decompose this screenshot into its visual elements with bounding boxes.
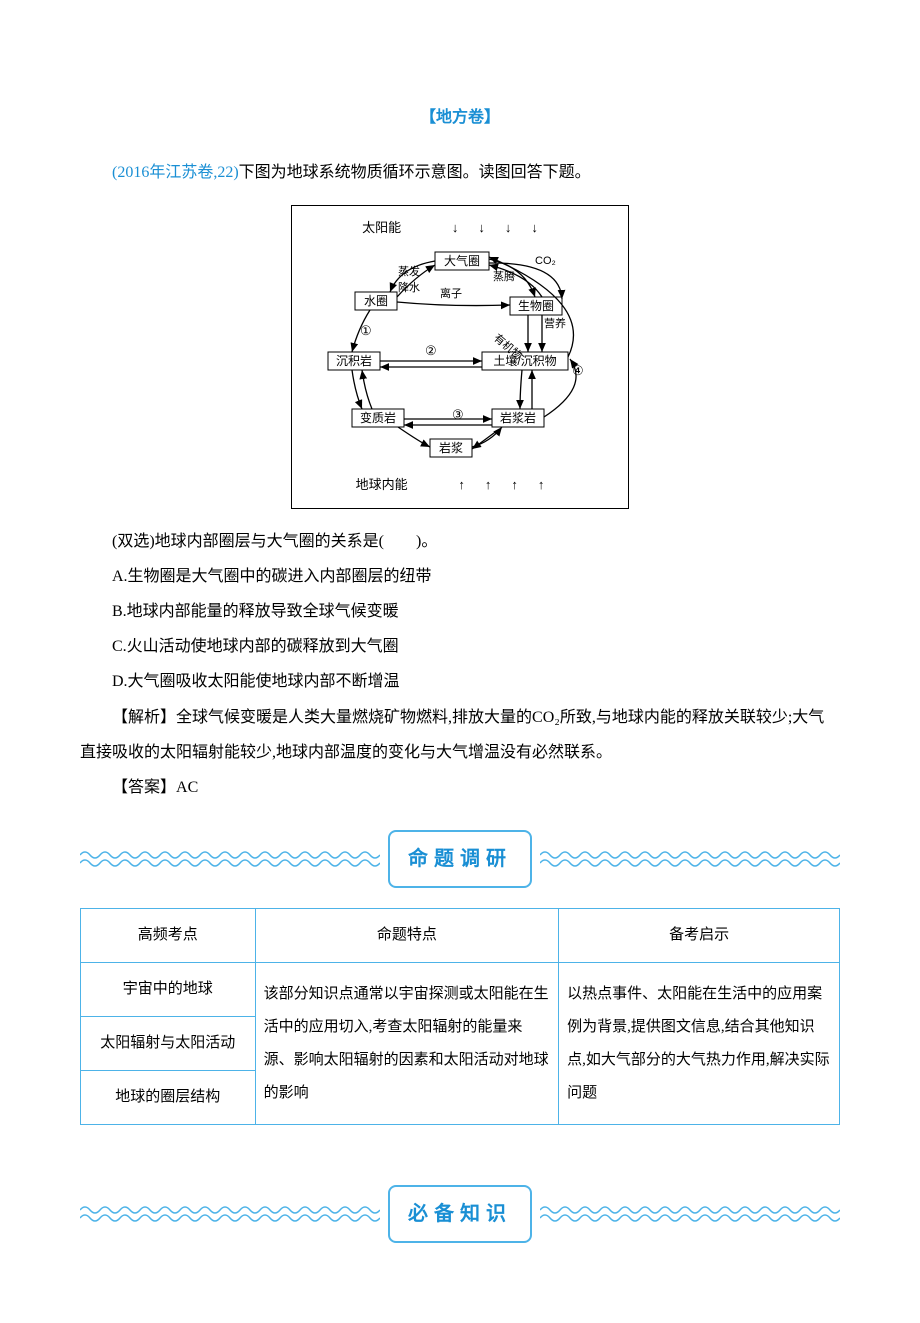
answer-text: AC — [176, 779, 198, 796]
wave-right-icon — [540, 849, 840, 869]
circle-three: ③ — [452, 407, 464, 422]
node-soil-sediment: 土壤/沉积物 — [493, 353, 556, 368]
node-igneous: 岩浆岩 — [500, 410, 536, 425]
analysis-text: 全球气候变暖是人类大量燃烧矿物燃料,排放大量的CO₂所致,与地球内能的释放关联较… — [80, 709, 824, 761]
option-c: C.火山活动使地球内部的碳释放到大气圈 — [80, 629, 840, 664]
node-hydrosphere: 水圈 — [364, 294, 388, 308]
research-table: 高频考点 命题特点 备考启示 宇宙中的地球 该部分知识点通常以宇宙探测或太阳能在… — [80, 908, 840, 1125]
wave-right-icon — [540, 1204, 840, 1224]
diagram-bottom-row: 地球内能 ↑↑↑↑ — [310, 471, 610, 500]
node-metamorphic: 变质岩 — [360, 410, 396, 425]
table-row: 宇宙中的地球 该部分知识点通常以宇宙探测或太阳能在生活中的应用切入,考查太阳辐射… — [81, 963, 840, 1017]
node-magma: 岩浆 — [439, 440, 463, 455]
option-a: A.生物圈是大气圈中的碳进入内部圈层的纽带 — [80, 559, 840, 594]
circle-four: ④ — [572, 363, 584, 378]
circle-one: ① — [360, 323, 372, 338]
down-arrows-icon: ↓↓↓↓ — [405, 220, 558, 235]
label-evaporation: 蒸发 — [398, 264, 420, 278]
banner-research-row: 命题调研 — [80, 830, 840, 888]
diagram-top-label: 太阳能 — [362, 220, 401, 235]
th-topic: 高频考点 — [81, 909, 256, 963]
banner-knowledge-label: 必备知识 — [388, 1185, 532, 1243]
th-feature: 命题特点 — [255, 909, 559, 963]
up-arrows-icon: ↑↑↑↑ — [411, 477, 564, 492]
cell-tip: 以热点事件、太阳能在生活中的应用案例为背景,提供图文信息,结合其他知识点,如大气… — [559, 963, 840, 1125]
question-source-line: (2016年江苏卷,22)下图为地球系统物质循环示意图。读图回答下题。 — [80, 155, 840, 190]
node-biosphere: 生物圈 — [518, 299, 554, 313]
question-source-ref: (2016年江苏卷,22) — [112, 164, 239, 181]
cell-topic-2: 太阳辐射与太阳活动 — [81, 1017, 256, 1071]
answer-para: 【答案】AC — [80, 770, 840, 805]
th-tip: 备考启示 — [559, 909, 840, 963]
cell-topic-1: 宇宙中的地球 — [81, 963, 256, 1017]
analysis-label: 【解析】 — [112, 709, 176, 726]
section-header: 【地方卷】 — [80, 100, 840, 135]
banner-research-label: 命题调研 — [388, 830, 532, 888]
analysis-para: 【解析】全球气候变暖是人类大量燃烧矿物燃料,排放大量的CO₂所致,与地球内能的释… — [80, 700, 840, 770]
label-ions: 离子 — [440, 286, 462, 300]
diagram-container: 太阳能 ↓↓↓↓ 大气圈 水圈 生物圈 沉积岩 土壤/沉积物 — [80, 205, 840, 508]
table-header-row: 高频考点 命题特点 备考启示 — [81, 909, 840, 963]
earth-cycle-diagram: 大气圈 水圈 生物圈 沉积岩 土壤/沉积物 变质岩 岩浆岩 岩浆 — [310, 247, 610, 467]
label-precipitation: 降水 — [398, 280, 420, 294]
label-nutrition: 营养 — [544, 316, 566, 330]
wave-left-icon — [80, 849, 380, 869]
cell-topic-3: 地球的圈层结构 — [81, 1071, 256, 1125]
question-stem: 下图为地球系统物质循环示意图。读图回答下题。 — [239, 164, 591, 181]
node-sediment-rock: 沉积岩 — [336, 353, 372, 368]
diagram-top-row: 太阳能 ↓↓↓↓ — [310, 214, 610, 243]
option-b: B.地球内部能量的释放导致全球气候变暖 — [80, 594, 840, 629]
label-co2: CO₂ — [535, 255, 556, 267]
question-lead: (双选)地球内部圈层与大气圈的关系是( )。 — [80, 524, 840, 559]
diagram-frame: 太阳能 ↓↓↓↓ 大气圈 水圈 生物圈 沉积岩 土壤/沉积物 — [291, 205, 629, 508]
banner-knowledge-row: 必备知识 — [80, 1185, 840, 1243]
node-atmosphere: 大气圈 — [444, 253, 480, 268]
answer-label: 【答案】 — [112, 779, 176, 796]
label-transpiration: 蒸腾 — [493, 269, 515, 283]
option-d: D.大气圈吸收太阳能使地球内部不断增温 — [80, 664, 840, 699]
circle-two: ② — [425, 343, 437, 358]
diagram-bottom-label: 地球内能 — [356, 477, 408, 492]
cell-feature: 该部分知识点通常以宇宙探测或太阳能在生活中的应用切入,考查太阳辐射的能量来源、影… — [255, 963, 559, 1125]
wave-left-icon — [80, 1204, 380, 1224]
